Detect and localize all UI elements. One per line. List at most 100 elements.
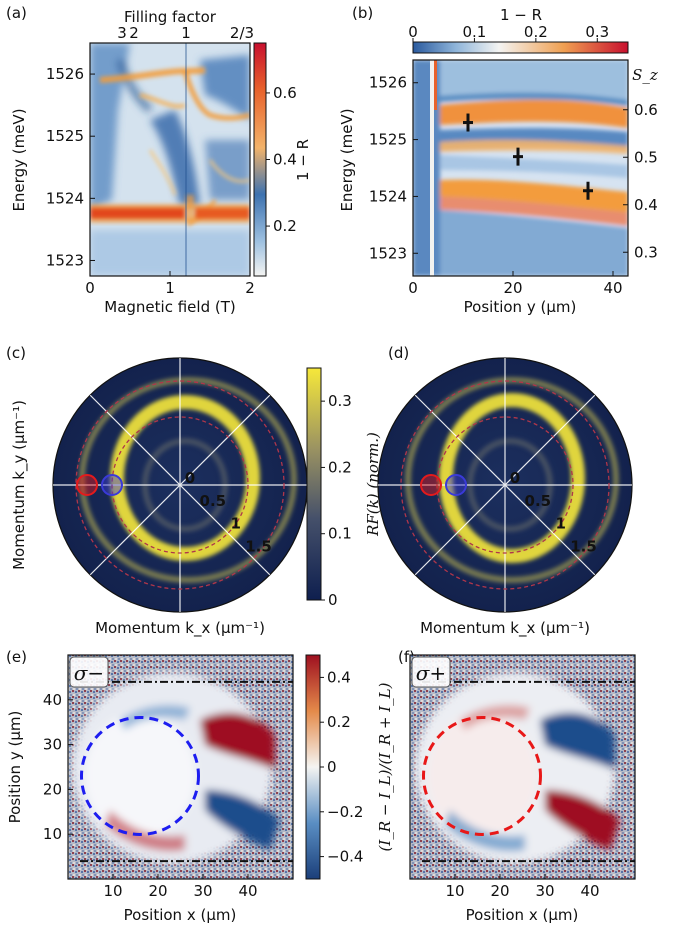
ytick-label-a: 1526 bbox=[46, 65, 84, 83]
colorbar-label-b: 1 − R bbox=[500, 6, 542, 24]
colorbar-ticks-a: 0.2 0.4 0.6 bbox=[266, 84, 297, 235]
axes-b: 0 20 40 1523 1524 1525 1526 0.6 0.5 0.4 0.3 bbox=[369, 74, 658, 297]
radial-label: 1.5 bbox=[570, 538, 597, 556]
colorbar-a bbox=[253, 42, 267, 277]
colorbar-tick-label-c: 0.3 bbox=[328, 392, 352, 410]
colorbar-b bbox=[412, 41, 629, 54]
dashdot-lines-e bbox=[80, 680, 293, 863]
colorbar-tick-label-b: 0.2 bbox=[524, 23, 548, 41]
ylabel-c: Momentum k_y (μm⁻¹) bbox=[10, 400, 29, 570]
colorbar-ticks-b: 0 0.1 0.2 0.3 bbox=[408, 23, 609, 42]
xtick-label-a: 2 bbox=[245, 279, 255, 297]
colorbar-c bbox=[306, 367, 322, 601]
xlabel-c: Momentum k_x (μm⁻¹) bbox=[95, 619, 265, 638]
radial-labels-d: 0 0.51 1.5 bbox=[510, 469, 597, 556]
axes-e: 10 20 30 40 10 20 30 40 bbox=[43, 691, 258, 900]
dashdot-lines-f bbox=[422, 680, 635, 863]
xtick-label: 30 bbox=[535, 882, 554, 900]
radial-label: 1 bbox=[555, 515, 565, 533]
polar-map-d bbox=[378, 358, 632, 612]
xlabel-e: Position x (μm) bbox=[124, 906, 237, 924]
y2label-b: S_z bbox=[632, 66, 658, 84]
heatmap-a bbox=[90, 43, 250, 276]
xtick-label: 20 bbox=[148, 882, 167, 900]
dashed-circle-e bbox=[80, 715, 200, 836]
colorbar-tick-label-a: 0.6 bbox=[273, 84, 297, 102]
colorbar-tick-label-e: −0.2 bbox=[327, 803, 363, 821]
ytick-label-b: 1525 bbox=[369, 131, 407, 149]
colorbar-tick-label-b: 0.3 bbox=[585, 23, 609, 41]
panel-label-c: (c) bbox=[6, 344, 26, 362]
ytick-label-a: 1523 bbox=[46, 251, 84, 269]
panel-f: (f) σ+ 10 20 30 40 Position x (μm) bbox=[398, 648, 636, 924]
colorbar-tick-label-a: 0.2 bbox=[273, 217, 297, 235]
xlabel-f: Position x (μm) bbox=[466, 906, 579, 924]
red-marker-d bbox=[420, 474, 442, 496]
top-tick-label-a: 2/3 bbox=[230, 24, 254, 42]
colorbar-tick-label-c: 0.1 bbox=[328, 525, 352, 543]
colorbar-tick-label-b: 0 bbox=[408, 23, 418, 41]
colorbar-tick-label-a: 0.4 bbox=[273, 151, 297, 169]
colorbar-label-a: 1 − R bbox=[294, 139, 312, 181]
panel-label-d: (d) bbox=[388, 344, 409, 362]
panel-label-e: (e) bbox=[6, 648, 27, 666]
panel-label-b: (b) bbox=[352, 4, 373, 22]
panel-c: (c) 0 0.51 1.5 Momentum k_x (μm⁻¹) Momentu… bbox=[6, 344, 382, 638]
xtick-label-b: 40 bbox=[603, 279, 622, 297]
top-tick-label-a: 2 bbox=[129, 24, 139, 42]
radial-label: 0.5 bbox=[200, 492, 227, 510]
badge-box-f bbox=[411, 656, 451, 688]
ylabel-b: Energy (meV) bbox=[338, 108, 356, 211]
polar-map-c bbox=[53, 358, 307, 612]
colorbar-tick-label-e: 0.4 bbox=[327, 668, 351, 686]
colorbar-tick-label-e: −0.4 bbox=[327, 848, 363, 866]
colorbar-e bbox=[305, 654, 321, 880]
colorbar-label-e: (I_R − I_L)/(I_R + I_L) bbox=[376, 682, 394, 851]
badge-box-e bbox=[69, 656, 109, 688]
xlabel-d: Momentum k_x (μm⁻¹) bbox=[420, 619, 590, 638]
dashed-circle-f bbox=[422, 715, 542, 836]
top-axis-label-a: Filling factor bbox=[124, 8, 217, 26]
radial-label: 0 bbox=[510, 469, 520, 487]
xlabel-b: Position y (μm) bbox=[464, 298, 577, 316]
axes-f: 10 20 30 40 bbox=[445, 874, 600, 900]
map-f bbox=[410, 655, 635, 879]
y2tick-label-b: 0.4 bbox=[634, 196, 658, 214]
panel-a: (a) Filling factor 3 2 1 2/3 bbox=[6, 4, 312, 316]
y2tick-label-b: 0.5 bbox=[634, 148, 658, 166]
axes-a: 0 1 2 1523 1524 1525 1526 bbox=[46, 65, 255, 297]
panel-d: (d) 0 0.51 1.5 Momentum k_x (μm⁻¹) bbox=[377, 344, 633, 638]
xtick-label-a: 1 bbox=[165, 279, 175, 297]
colorbar-tick-label-e: 0.2 bbox=[327, 713, 351, 731]
y2tick-label-b: 0.3 bbox=[634, 243, 658, 261]
xtick-label: 40 bbox=[238, 882, 257, 900]
top-tick-label-a: 1 bbox=[181, 24, 191, 42]
ylabel-e: Position y (μm) bbox=[6, 711, 24, 824]
ytick-label-b: 1523 bbox=[369, 244, 407, 262]
colorbar-label-c: RF(k) (norm.) bbox=[364, 432, 382, 537]
ytick-label: 30 bbox=[43, 736, 62, 754]
map-e bbox=[68, 655, 293, 879]
ytick-label: 10 bbox=[43, 825, 62, 843]
xtick-label-a: 0 bbox=[85, 279, 95, 297]
blue-marker-c bbox=[101, 474, 123, 496]
colorbar-ticks-e: −0.4 −0.2 0 0.2 0.4 bbox=[320, 668, 363, 866]
heatmap-b bbox=[413, 60, 628, 276]
radial-label: 0.5 bbox=[525, 492, 552, 510]
xlabel-a: Magnetic field (T) bbox=[104, 298, 235, 316]
colorbar-tick-label-e: 0 bbox=[327, 758, 337, 776]
badge-e: σ− bbox=[74, 661, 104, 685]
red-marker-c bbox=[76, 474, 98, 496]
radial-label: 1 bbox=[230, 515, 240, 533]
xtick-label: 20 bbox=[490, 882, 509, 900]
ytick-label-b: 1526 bbox=[369, 74, 407, 92]
y2tick-label-b: 0.6 bbox=[634, 101, 658, 119]
colorbar-ticks-c: 0 0.1 0.2 0.3 bbox=[321, 392, 352, 609]
markers-b bbox=[463, 113, 593, 200]
xtick-label-b: 20 bbox=[503, 279, 522, 297]
radial-label: 0 bbox=[185, 469, 195, 487]
xtick-label: 10 bbox=[445, 882, 464, 900]
ytick-label: 20 bbox=[43, 780, 62, 798]
